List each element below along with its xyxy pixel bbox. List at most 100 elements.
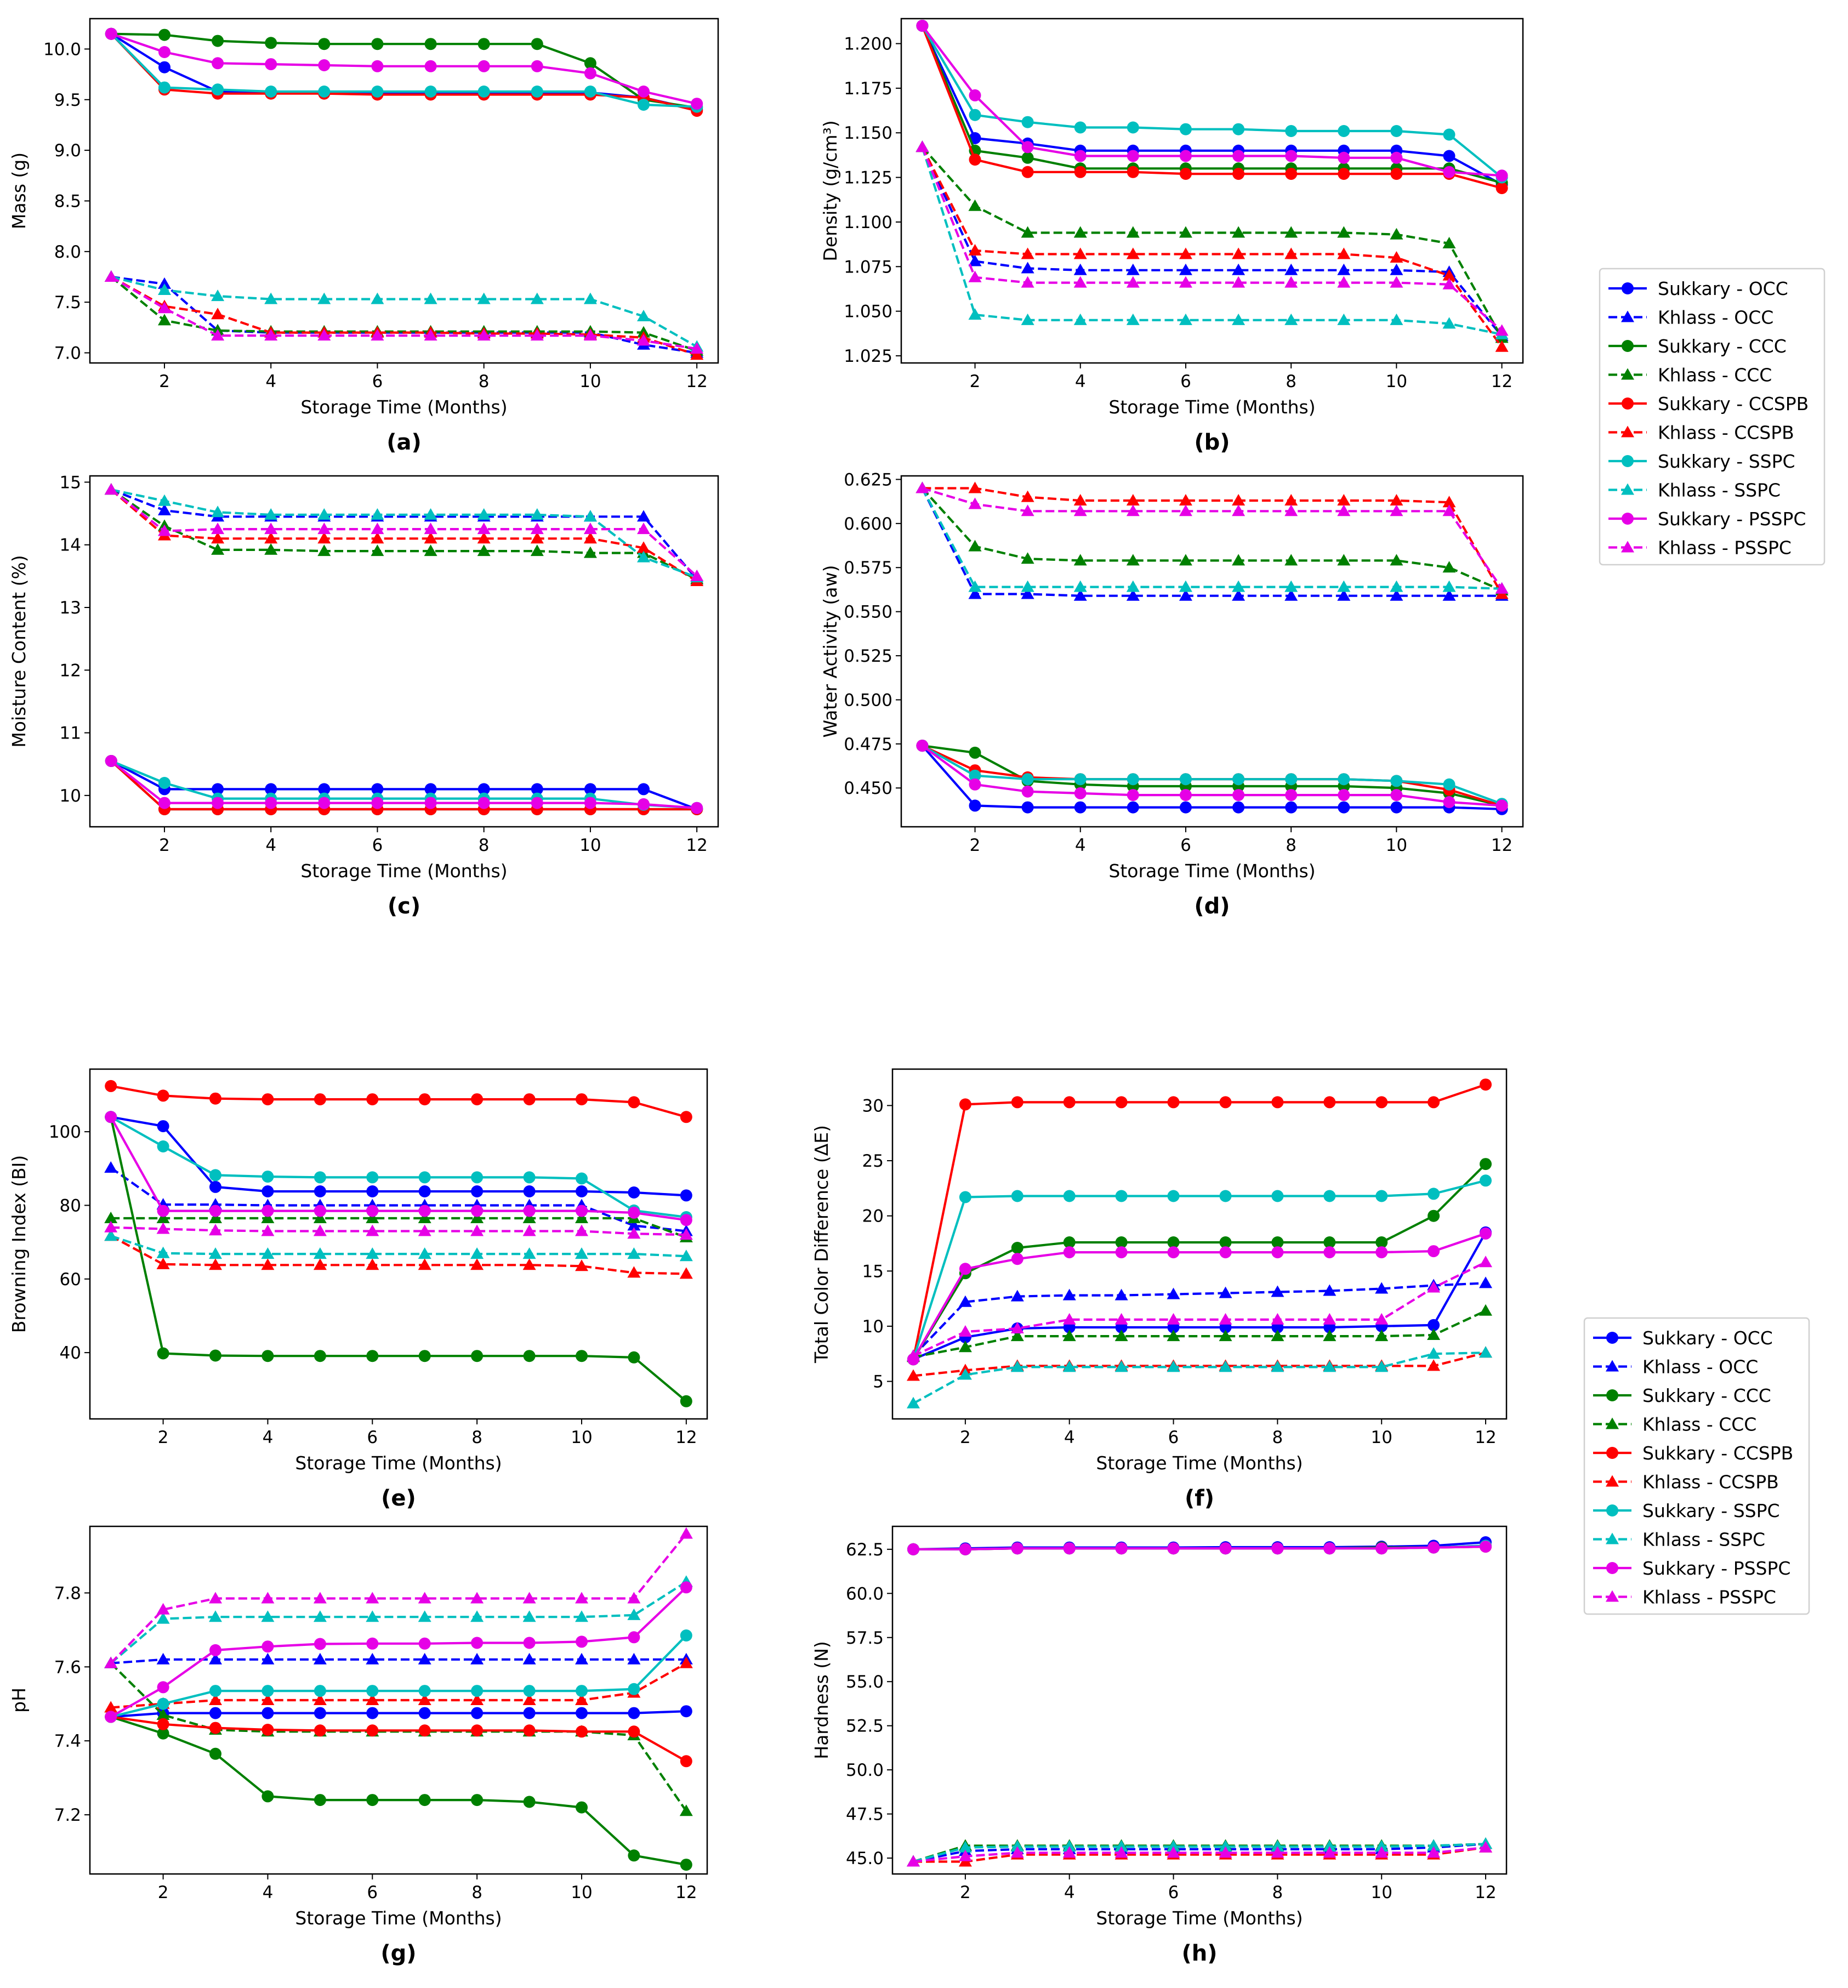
y-tick-label: 47.5 (846, 1805, 884, 1825)
plot-frame (89, 1068, 708, 1420)
data-point (627, 1608, 641, 1620)
data-point (366, 1610, 379, 1622)
data-point (156, 1708, 170, 1720)
data-point (1011, 1096, 1023, 1109)
data-point (1010, 1846, 1024, 1858)
series-line (111, 1226, 686, 1236)
data-point (156, 1246, 170, 1258)
data-point (1074, 801, 1087, 814)
y-tick-label: 7.0 (54, 344, 81, 363)
data-point (523, 1185, 536, 1197)
data-point (1062, 1288, 1076, 1300)
data-point (522, 1652, 536, 1665)
y-tick-label: 0.525 (844, 646, 892, 666)
series-line (111, 1662, 687, 1709)
data-point (1443, 150, 1455, 162)
legend-label: Khlass - CCC (1642, 1414, 1756, 1435)
x-tick-label: 8 (1286, 836, 1297, 855)
data-point (1021, 141, 1034, 154)
data-point (1126, 263, 1140, 275)
x-axis-label: Storage Time (Months) (300, 396, 507, 418)
series-ccspb-sukkary (105, 1711, 692, 1768)
data-point (1219, 1313, 1232, 1325)
series-line (111, 275, 697, 354)
data-point (575, 1652, 588, 1665)
data-point (261, 1652, 275, 1665)
series-psspc-khlass (104, 1527, 693, 1668)
data-point (1428, 1209, 1440, 1222)
data-point (1219, 1246, 1232, 1259)
legend-marker (1606, 1389, 1618, 1401)
data-point (628, 1725, 640, 1738)
data-point (1375, 1236, 1388, 1248)
series-line (110, 1586, 687, 1718)
data-point (1271, 1313, 1284, 1325)
series-ccc-sukkary (916, 740, 1508, 812)
x-tick-label: 2 (960, 1883, 971, 1902)
data-point (261, 1592, 275, 1604)
data-point (531, 86, 543, 98)
data-point (158, 277, 171, 289)
series-ccc-sukkary (907, 1158, 1492, 1366)
data-point (261, 1610, 275, 1622)
data-point (477, 544, 491, 556)
data-point (1179, 554, 1192, 566)
series-ccc-khlass (104, 1212, 693, 1242)
data-point (1074, 121, 1087, 134)
legend-entry: Sukkary - SSPC (1608, 451, 1795, 472)
data-point (584, 57, 596, 70)
data-point (523, 1171, 536, 1184)
y-axis-label: pH (8, 1688, 30, 1713)
y-tick-label: 7.4 (54, 1731, 81, 1751)
data-point (522, 1224, 536, 1236)
data-point (424, 522, 437, 535)
data-point (523, 1724, 536, 1737)
data-point (1167, 1190, 1180, 1202)
data-point (1338, 801, 1350, 814)
data-point (575, 1592, 588, 1604)
series-line (110, 760, 697, 809)
series-ccc-khlass (907, 1837, 1492, 1867)
data-point (1021, 116, 1034, 128)
data-point (1232, 276, 1246, 288)
legend-entry: Khlass - PSSPC (1608, 537, 1792, 559)
data-point (1323, 1542, 1336, 1555)
legend-entry: Khlass - PSSPC (1593, 1587, 1776, 1608)
legend-entry: Khlass - SSPC (1593, 1529, 1765, 1550)
data-point (1427, 1846, 1441, 1858)
data-point (1010, 1330, 1024, 1342)
data-point (314, 1707, 326, 1719)
data-point (969, 799, 981, 812)
y-tick-label: 40 (60, 1343, 81, 1363)
data-point (265, 783, 277, 796)
series-psspc-sukkary (916, 740, 1508, 812)
data-point (1375, 1330, 1389, 1342)
x-tick-label: 12 (1491, 372, 1512, 391)
data-point (1390, 580, 1403, 592)
legend-label: Sukkary - PSSPC (1642, 1558, 1790, 1579)
data-point (418, 1350, 431, 1362)
data-point (366, 1224, 379, 1236)
data-point (209, 1180, 221, 1193)
data-point (1219, 1286, 1232, 1298)
series-line (110, 1116, 687, 1402)
data-point (916, 481, 929, 493)
y-tick-label: 1.125 (844, 168, 892, 188)
data-point (1167, 1846, 1180, 1858)
legend-marker (1622, 397, 1634, 410)
series-line (111, 489, 698, 580)
x-tick-label: 10 (571, 1428, 592, 1447)
plot-frame (89, 18, 719, 364)
data-point (575, 1247, 588, 1259)
data-point (1179, 494, 1192, 505)
data-point (627, 1652, 641, 1665)
data-point (958, 1295, 972, 1307)
data-point (576, 1725, 588, 1738)
data-point (104, 483, 118, 495)
data-point (1115, 1360, 1128, 1372)
panel-label: (a) (386, 430, 422, 455)
data-point (1167, 1330, 1180, 1342)
y-tick-label: 0.450 (844, 779, 892, 798)
data-point (418, 1592, 431, 1604)
data-point (209, 1685, 221, 1697)
